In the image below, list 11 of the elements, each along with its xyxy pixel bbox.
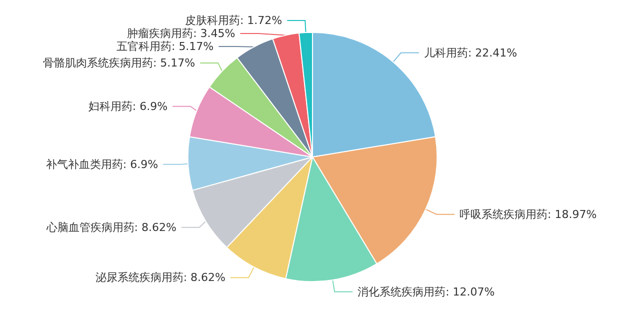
slice-label: 泌尿系统疾病用药: 8.62% (95, 271, 226, 284)
slice-label: 儿科用药: 22.41% (424, 46, 518, 60)
slice-label: 消化系统疾病用药: 12.07% (358, 285, 495, 298)
slice-label: 皮肤科用药: 1.72% (184, 14, 282, 28)
slice-label: 五官科用药: 5.17% (116, 40, 214, 54)
slice-label: 心脑血管疾病用药: 8.62% (45, 220, 176, 234)
slice-label: 呼吸系统疾病用药: 18.97% (460, 208, 597, 221)
slice-label: 骨骼肌肉系统疾病用药: 5.17% (42, 56, 196, 70)
slice-label: 肿瘤疾病用药: 3.45% (127, 27, 236, 40)
slice-label: 补气补血类用药: 6.9% (46, 158, 158, 171)
slice-label: 妇科用药: 6.9% (88, 100, 168, 113)
